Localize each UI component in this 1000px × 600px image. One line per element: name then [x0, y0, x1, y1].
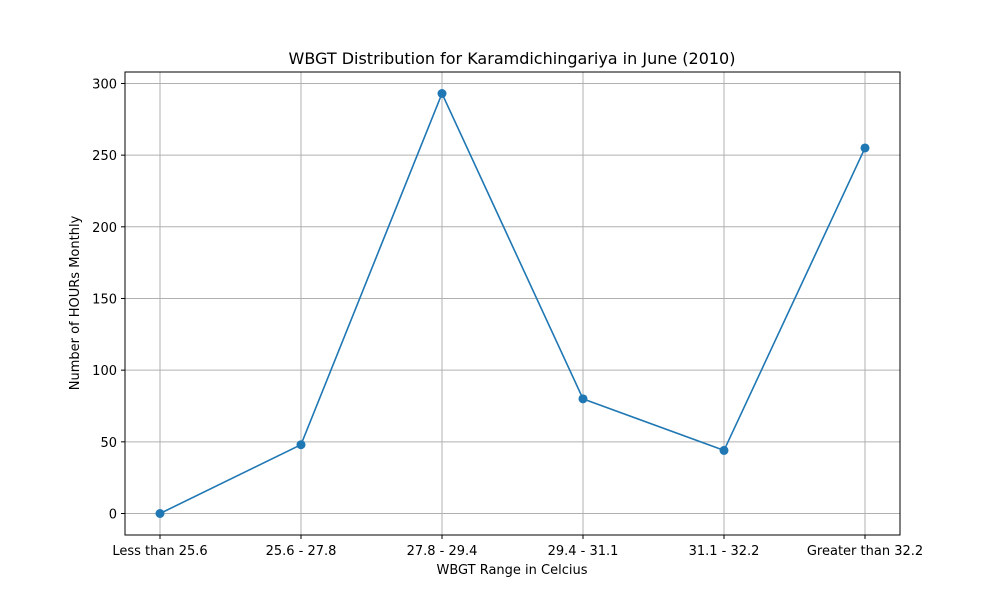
data-point	[155, 508, 165, 518]
y-tick-label: 100	[92, 364, 117, 379]
data-point	[578, 394, 588, 404]
y-tick-label: 50	[100, 436, 117, 451]
x-tick-label: 31.1 - 32.2	[689, 544, 760, 559]
chart-title: WBGT Distribution for Karamdichingariya …	[289, 49, 736, 68]
y-tick-label: 300	[92, 77, 117, 92]
y-tick-label: 0	[109, 507, 117, 522]
x-axis-title: WBGT Range in Celcius	[436, 563, 587, 578]
data-point	[860, 143, 870, 153]
data-point	[296, 440, 306, 450]
series-line	[159, 91, 866, 515]
x-tick-label: 25.6 - 27.8	[266, 544, 337, 559]
y-tick-label: 150	[92, 292, 117, 307]
data-point	[437, 89, 447, 99]
y-tick-label: 250	[92, 149, 117, 164]
series-layer	[155, 89, 870, 518]
x-tick-label: Less than 25.6	[112, 544, 207, 559]
data-point	[719, 445, 729, 455]
x-tick-label: 27.8 - 29.4	[407, 544, 478, 559]
x-tick-label: 29.4 - 31.1	[548, 544, 619, 559]
y-axis-title: Number of HOURs Monthly	[68, 215, 83, 390]
grid-lines	[125, 72, 900, 535]
y-tick-label: 200	[92, 221, 117, 236]
plot-area-frame	[124, 71, 901, 536]
x-tick-label: Greater than 32.2	[807, 544, 923, 559]
axis-ticks: Less than 25.6 25.6 - 27.8 27.8 - 29.4 29.4…	[92, 77, 923, 559]
